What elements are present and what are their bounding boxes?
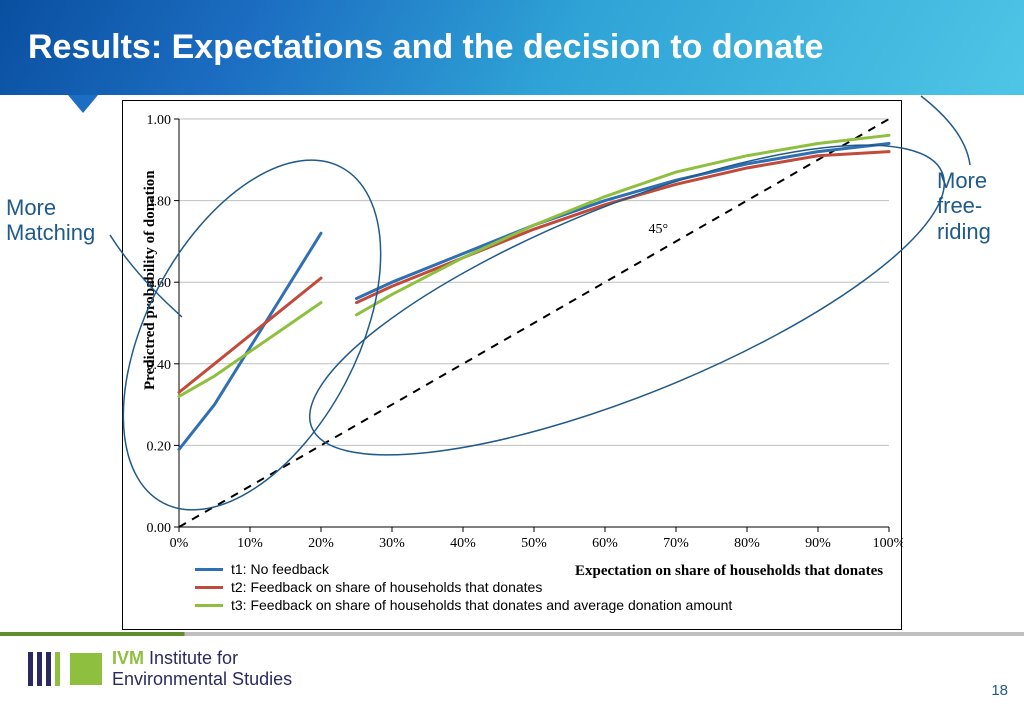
chart-svg: 0.000.200.400.600.801.000%10%20%30%40%50… <box>123 101 903 631</box>
slide: Results: Expectations and the decision t… <box>0 0 1024 709</box>
logo-line1: Institute for <box>144 648 238 668</box>
svg-text:50%: 50% <box>521 536 547 551</box>
legend-item: t2: Feedback on share of households that… <box>195 578 732 596</box>
svg-text:0.00: 0.00 <box>147 521 172 536</box>
svg-text:0.20: 0.20 <box>147 439 172 454</box>
slide-title: Results: Expectations and the decision t… <box>28 28 823 67</box>
legend-label: t2: Feedback on share of households that… <box>231 579 542 595</box>
annotation-more-matching: MoreMatching <box>6 195 95 246</box>
svg-text:90%: 90% <box>805 536 831 551</box>
logo-square-icon <box>70 653 102 685</box>
legend-label: t3: Feedback on share of households that… <box>231 597 732 613</box>
footer-logo: IVM Institute for Environmental Studies <box>28 648 292 690</box>
legend-item: t3: Feedback on share of households that… <box>195 596 732 614</box>
legend-label: t1: No feedback <box>231 561 329 577</box>
y-axis-title: Predictred probability of donation <box>142 170 159 390</box>
svg-text:60%: 60% <box>592 536 618 551</box>
svg-text:70%: 70% <box>663 536 689 551</box>
logo-line2: Environmental Studies <box>112 669 292 690</box>
svg-text:100%: 100% <box>873 536 903 551</box>
svg-text:80%: 80% <box>734 536 760 551</box>
legend-item: t1: No feedback <box>195 560 732 578</box>
logo-bars-icon <box>28 652 60 686</box>
logo-acronym: IVM <box>112 648 144 668</box>
svg-text:20%: 20% <box>308 536 334 551</box>
svg-text:45°: 45° <box>649 222 669 237</box>
legend-swatch-icon <box>195 604 223 607</box>
svg-text:0%: 0% <box>170 536 189 551</box>
page-number: 18 <box>991 682 1008 699</box>
footer-divider <box>0 632 1024 636</box>
svg-text:40%: 40% <box>450 536 476 551</box>
annotation-more-free-riding: Morefree-riding <box>937 168 991 244</box>
svg-text:1.00: 1.00 <box>147 113 172 128</box>
legend-swatch-icon <box>195 568 223 571</box>
logo-text: IVM Institute for Environmental Studies <box>112 648 292 690</box>
banner-pointer-icon <box>68 95 98 113</box>
legend-swatch-icon <box>195 586 223 589</box>
svg-text:30%: 30% <box>379 536 405 551</box>
svg-text:10%: 10% <box>237 536 263 551</box>
chart-container: 0.000.200.400.600.801.000%10%20%30%40%50… <box>122 100 902 630</box>
title-banner: Results: Expectations and the decision t… <box>0 0 1024 95</box>
chart-legend: t1: No feedback t2: Feedback on share of … <box>195 560 732 614</box>
